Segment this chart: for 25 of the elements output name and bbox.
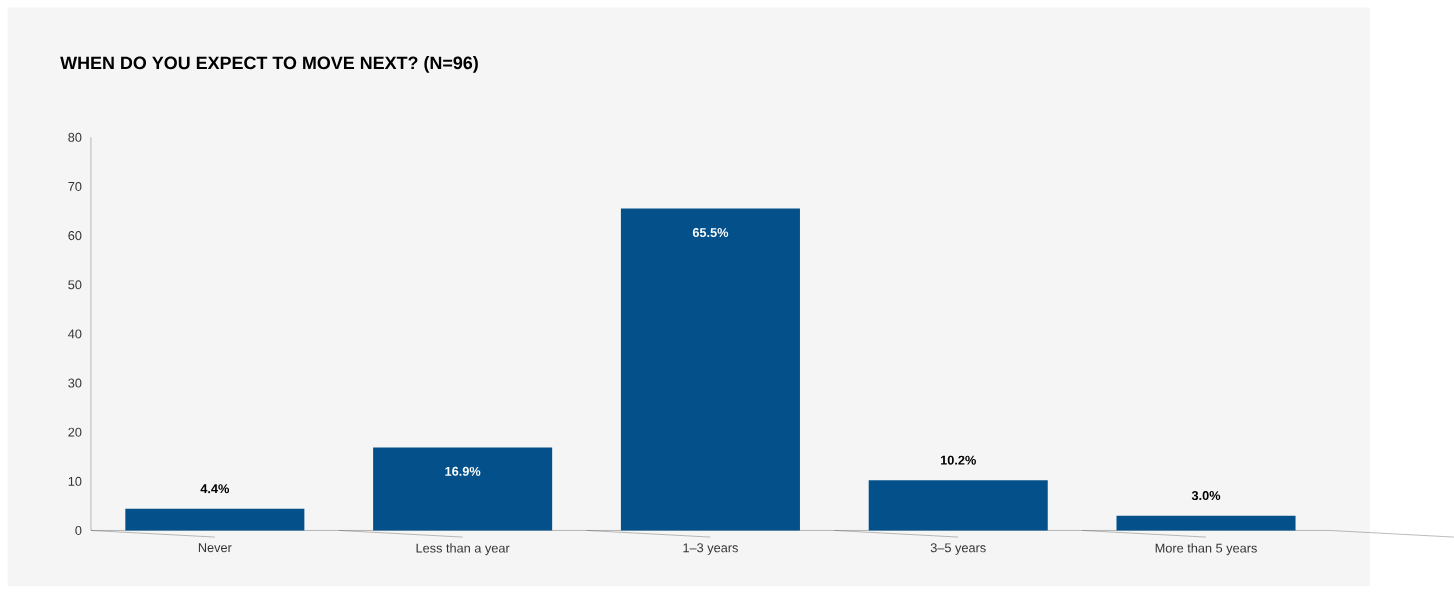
data-label: 10.2%	[940, 455, 976, 465]
y-tick-label: 30	[68, 378, 82, 388]
x-tick-label: Never	[198, 543, 232, 553]
bar	[373, 447, 553, 531]
x-tick-label: Less than a year	[416, 543, 510, 556]
bar	[620, 208, 800, 531]
bar	[1116, 515, 1296, 531]
y-tick-label: 50	[68, 280, 82, 290]
bar	[125, 508, 305, 531]
x-tick-label: 1–3 years	[683, 543, 738, 555]
y-tick-label: 20	[68, 427, 82, 437]
bar	[868, 480, 1048, 531]
y-tick-label: 80	[68, 132, 82, 142]
data-label: 16.9%	[445, 466, 481, 476]
y-tick-label: 40	[68, 329, 82, 339]
y-tick-label: 10	[68, 476, 82, 486]
y-tick-label: 70	[68, 182, 82, 192]
y-tick-label: 0	[75, 525, 82, 535]
x-tick-label: 3–5 years	[930, 543, 986, 555]
data-label: 3.0%	[1191, 491, 1221, 501]
data-label: 65.5%	[692, 228, 729, 238]
y-tick-label: 60	[68, 231, 82, 241]
x-tick-label: More than 5 years	[1155, 543, 1257, 556]
data-label: 4.4%	[200, 484, 230, 494]
chart-title: WHEN DO YOU EXPECT TO MOVE NEXT? (N=96)	[60, 56, 478, 73]
